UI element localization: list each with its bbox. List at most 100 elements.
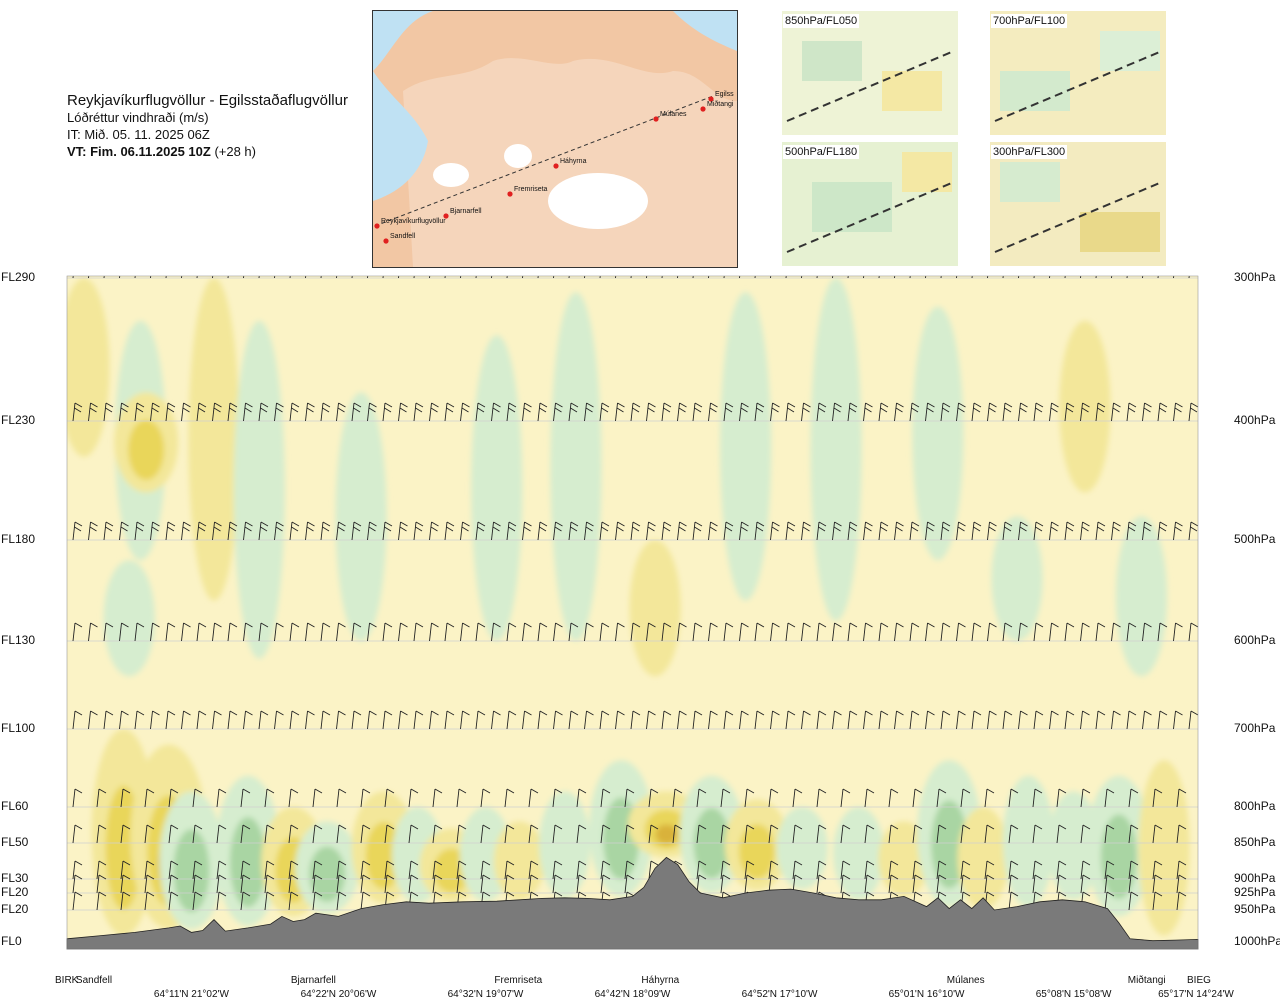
wind-barb-staff: [816, 788, 820, 808]
wind-barb-flag: [787, 407, 795, 413]
wind-barb-flag: [121, 521, 129, 527]
wind-barb: [912, 824, 923, 844]
wind-barb-flag: [842, 891, 851, 897]
wind-barb-staff: [576, 824, 580, 844]
wind-barb-flag: [756, 407, 764, 413]
wind-barb-flag: [218, 891, 227, 897]
wind-barb-flag: [354, 265, 361, 269]
wind-barb-staff: [1064, 622, 1068, 642]
wind-barb: [936, 860, 947, 880]
wind-barb-staff: [816, 874, 820, 894]
wind-barb-staff: [537, 622, 541, 642]
wind-barb-flag: [399, 407, 407, 413]
wind-barb-flag: [663, 710, 672, 716]
wind-barb-flag: [415, 622, 424, 628]
wind-barb-staff: [847, 710, 851, 730]
wind-barb-flag: [850, 265, 857, 269]
wind-barb: [894, 622, 904, 642]
wind-barb: [672, 824, 683, 844]
wind-barb-flag: [1154, 788, 1163, 794]
wind-barb-flag: [1175, 402, 1183, 408]
wind-barb-flag: [649, 260, 656, 264]
wind-barb-staff: [1080, 788, 1084, 808]
wind-barb-flag: [1097, 710, 1106, 716]
wind-barb: [1049, 710, 1059, 730]
wind-barb-staff: [936, 874, 940, 894]
wind-barb-staff: [894, 521, 897, 541]
wind-barb-flag: [523, 407, 531, 413]
wind-barb-staff: [165, 276, 167, 279]
wind-barb-staff: [522, 276, 524, 279]
wind-barb: [216, 824, 227, 844]
wind-barb-staff: [1152, 874, 1156, 894]
wind-feature-core: [309, 846, 346, 902]
thumbnail-850hpa[interactable]: 850hPa/FL050: [782, 11, 958, 135]
wind-barb-staff: [568, 402, 572, 422]
right-axis-label: 1000hPa: [1234, 934, 1280, 948]
wind-barb-flag: [958, 710, 966, 716]
wind-barb: [648, 824, 659, 844]
wind-barb-staff: [444, 402, 448, 422]
wind-barb-flag: [431, 265, 438, 269]
wind-barb-staff: [258, 521, 262, 541]
wind-barb-staff: [413, 402, 417, 422]
wind-barb-flag: [650, 860, 659, 866]
thumbnail-500hpa[interactable]: 500hPa/FL180: [782, 142, 958, 266]
wind-barb-flag: [726, 265, 733, 269]
wind-barb-staff: [630, 276, 632, 279]
wind-barb-staff: [1032, 788, 1036, 808]
wind-barb-flag: [245, 402, 253, 408]
wind-barb: [181, 521, 191, 541]
wind-barb-staff: [475, 622, 479, 642]
wind-barb-flag: [290, 788, 299, 794]
wind-barb-flag: [1128, 710, 1137, 716]
wind-barb-flag: [242, 860, 251, 866]
wind-barb: [522, 521, 532, 541]
wind-barb: [940, 521, 951, 541]
wind-barb-staff: [847, 521, 851, 541]
wind-barb-flag: [194, 824, 203, 830]
wind-barb: [1032, 788, 1043, 808]
wind-barb: [150, 710, 160, 730]
wind-barb-flag: [962, 891, 971, 897]
wind-barb-flag: [229, 402, 238, 408]
wind-barb: [801, 402, 811, 422]
wind-barb-flag: [650, 788, 659, 794]
wind-barb-staff: [382, 710, 386, 730]
wind-barb-flag: [756, 402, 765, 408]
wind-barb: [432, 860, 443, 880]
wind-barb-staff: [432, 860, 436, 880]
wind-barb-flag: [218, 860, 227, 866]
wind-barb-flag: [291, 407, 299, 413]
wind-barb-flag: [183, 710, 191, 716]
wind-barb-staff: [909, 521, 913, 541]
wind-barb-flag: [741, 622, 749, 628]
wind-barb: [863, 710, 873, 730]
wind-barb-flag: [369, 402, 377, 408]
wind-barb: [630, 276, 632, 279]
wind-barb-staff: [1111, 622, 1114, 642]
wind-barb-flag: [679, 710, 687, 716]
wind-barb: [912, 788, 923, 808]
wind-barb: [88, 276, 90, 279]
wind-barb: [785, 710, 796, 730]
thumbnail-700hpa[interactable]: 700hPa/FL100: [990, 11, 1166, 135]
wind-barb-staff: [288, 874, 292, 894]
wind-barb: [216, 860, 227, 880]
wind-barb-staff: [1104, 860, 1108, 880]
wind-barb-flag: [539, 521, 548, 527]
wind-barb-staff: [692, 622, 696, 642]
wind-barb: [816, 622, 827, 642]
wind-barb-flag: [570, 402, 579, 408]
wind-barb: [305, 622, 315, 642]
thumbnail-300hpa[interactable]: 300hPa/FL300: [990, 142, 1166, 266]
wind-barb-staff: [568, 622, 572, 642]
wind-barb-staff: [491, 521, 494, 541]
wind-barb-staff: [289, 710, 293, 730]
wind-barb-staff: [576, 860, 580, 880]
wind-barb-staff: [648, 788, 652, 808]
wind-barb-flag: [218, 874, 227, 880]
wind-barb: [1080, 788, 1091, 808]
wind-barb: [600, 788, 611, 808]
wind-feature-down: [539, 791, 591, 898]
